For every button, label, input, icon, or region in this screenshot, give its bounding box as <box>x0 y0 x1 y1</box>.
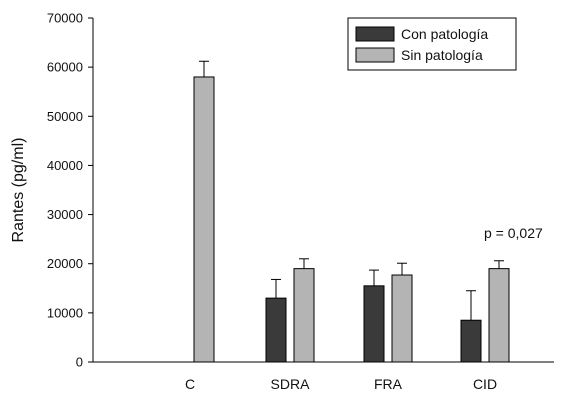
legend-label-con-patologia: Con patología <box>401 26 488 42</box>
category-label: CID <box>473 376 497 392</box>
y-tick-label: 70000 <box>47 11 83 26</box>
category-label: SDRA <box>271 376 311 392</box>
category-label: C <box>185 376 195 392</box>
legend-label-sin-patologia: Sin patología <box>401 47 483 63</box>
y-tick-label: 50000 <box>47 109 83 124</box>
y-tick-label: 60000 <box>47 60 83 75</box>
bars <box>193 60 510 363</box>
legend-swatch-con-patologia <box>355 26 395 42</box>
y-tick-label: 0 <box>76 355 83 370</box>
bar-con-patologia-sdra <box>265 297 287 363</box>
legend: Con patología Sin patología <box>347 17 517 71</box>
y-tick-label: 20000 <box>47 256 83 271</box>
y-ticks: 0 10000 20000 30000 40000 50000 60000 70000 <box>47 11 93 370</box>
bar-con-patologia-fra <box>363 285 385 363</box>
y-tick-label: 10000 <box>47 305 83 320</box>
bar-sin-patologia-fra <box>391 274 413 363</box>
category-labels: C SDRA FRA CID <box>185 376 497 392</box>
bar-sin-patologia-cid <box>488 268 510 363</box>
y-tick-label: 30000 <box>47 207 83 222</box>
bar-sin-patologia-c <box>193 76 215 363</box>
category-label: FRA <box>374 376 403 392</box>
bar-con-patologia-cid <box>460 319 482 363</box>
y-tick-label: 40000 <box>47 158 83 173</box>
legend-swatch-sin-patologia <box>355 47 395 63</box>
bar-sin-patologia-sdra <box>293 268 315 363</box>
p-value-annotation: p = 0,027 <box>484 225 543 241</box>
y-axis-title: Rantes (pg/ml) <box>10 138 27 243</box>
